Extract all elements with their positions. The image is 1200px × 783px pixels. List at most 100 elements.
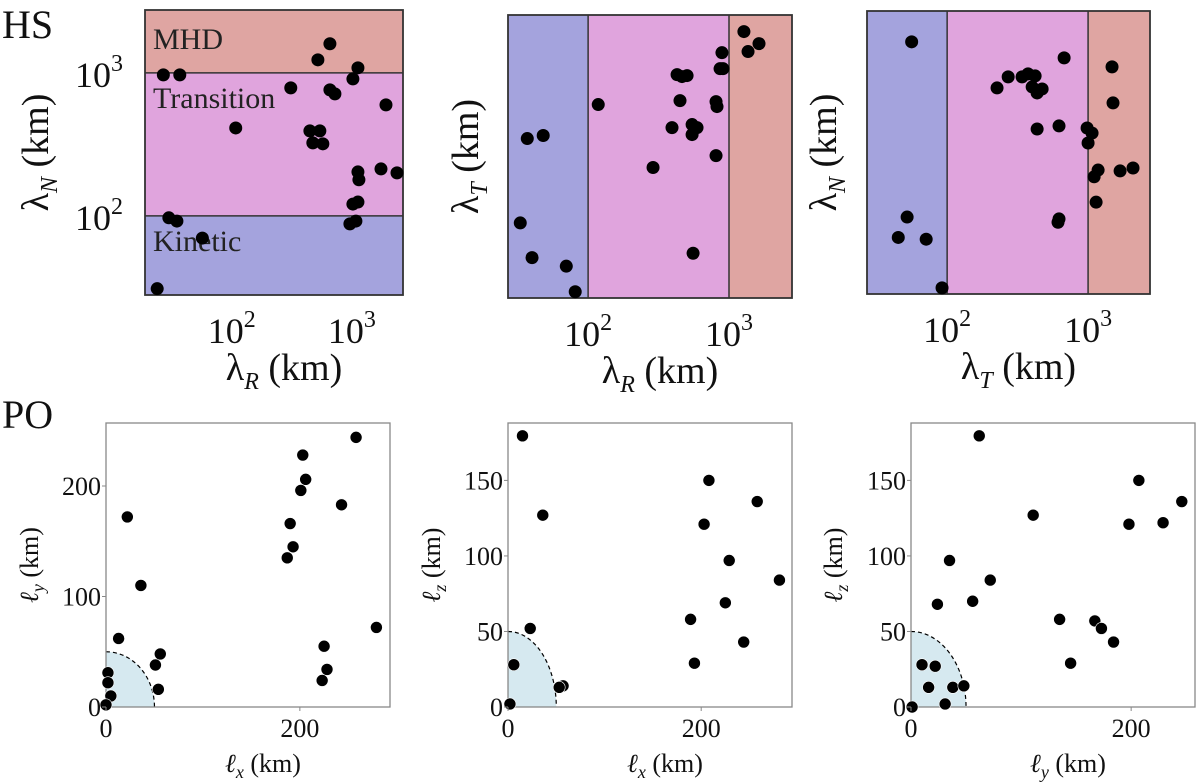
data-point xyxy=(990,81,1004,95)
axis-symbol: ℓ xyxy=(417,591,446,602)
data-point xyxy=(101,676,115,689)
x-tick-label: 102 xyxy=(208,307,256,351)
data-point xyxy=(552,681,566,694)
data-point xyxy=(1132,474,1146,487)
data-point xyxy=(352,173,366,187)
tick-exponent: 2 xyxy=(959,306,971,332)
data-point xyxy=(513,216,527,230)
data-point xyxy=(299,473,312,486)
x-tick-label: 200 xyxy=(280,714,319,743)
data-point xyxy=(946,681,960,694)
axis-symbol: ℓ xyxy=(15,592,44,603)
data-point xyxy=(351,61,365,75)
data-point xyxy=(294,484,308,497)
data-point xyxy=(1057,51,1071,65)
x-tick-label: 103 xyxy=(328,307,376,351)
data-point xyxy=(1001,70,1015,84)
y-tick-label: 103 xyxy=(75,51,123,95)
data-point xyxy=(741,45,755,59)
x-tick-label: 103 xyxy=(1064,306,1112,350)
y-axis-label: λT (km) xyxy=(445,99,493,214)
axis-subscript: y xyxy=(1039,762,1049,782)
data-point xyxy=(710,100,724,114)
tick-base: 10 xyxy=(923,310,959,350)
data-point xyxy=(935,281,949,295)
data-point xyxy=(1113,164,1127,178)
data-point xyxy=(1051,215,1065,229)
x-tick-label: 103 xyxy=(705,310,753,354)
x-axis-label: ℓy (km) xyxy=(1030,749,1106,782)
data-point xyxy=(1085,126,1099,140)
threshold-region xyxy=(106,651,155,707)
data-point xyxy=(349,214,363,228)
axis-subscript: R xyxy=(619,372,635,398)
tick-exponent: 3 xyxy=(1100,306,1112,332)
region-label-transition: Transition xyxy=(153,82,275,115)
data-point xyxy=(374,162,388,176)
data-point xyxy=(536,129,550,143)
data-point xyxy=(507,658,521,672)
axis-symbol: ℓ xyxy=(225,749,236,778)
axis-unit: (km) xyxy=(417,528,446,585)
data-point xyxy=(957,679,971,693)
plot-frame xyxy=(507,14,793,299)
data-point xyxy=(1095,622,1108,635)
axis-unit: (km) xyxy=(803,94,845,177)
data-point xyxy=(112,632,125,645)
tick-exponent: 3 xyxy=(741,310,753,336)
x-tick-label: 0 xyxy=(100,714,113,743)
data-point xyxy=(1175,495,1189,508)
data-point xyxy=(303,124,317,138)
y-tick-label: 150 xyxy=(867,466,906,495)
axis-unit: (km) xyxy=(1049,749,1106,778)
axis-unit: (km) xyxy=(259,347,342,389)
region-mhd xyxy=(1088,11,1150,294)
data-point xyxy=(346,72,360,86)
axis-symbol: ℓ xyxy=(819,591,848,602)
data-point xyxy=(750,495,764,508)
data-point xyxy=(737,635,751,649)
data-point xyxy=(525,251,539,265)
axis-subscript: T xyxy=(467,181,493,196)
data-point xyxy=(905,700,919,714)
data-point xyxy=(390,166,404,180)
plot-frame xyxy=(105,422,391,708)
y-axis-label: ℓz (km) xyxy=(417,528,450,603)
data-point xyxy=(284,81,298,95)
data-point xyxy=(346,197,360,211)
x-axis-label: λR (km) xyxy=(602,350,718,398)
axis-subscript: N xyxy=(37,175,63,194)
data-point xyxy=(680,69,694,83)
axis-subscript: z xyxy=(832,585,852,593)
y-tick-label: 102 xyxy=(75,194,123,238)
axis-subscript: N xyxy=(825,175,851,194)
y-axis-label: λN (km) xyxy=(803,94,851,212)
y-tick-label: 50 xyxy=(477,617,503,646)
data-point xyxy=(972,429,986,443)
x-axis-label: λT (km) xyxy=(961,346,1076,394)
tick-exponent: 3 xyxy=(364,307,376,333)
data-point xyxy=(737,25,751,39)
data-point xyxy=(922,681,935,694)
y-tick-label: 50 xyxy=(880,617,906,646)
data-point xyxy=(1105,60,1119,74)
data-point xyxy=(1053,613,1066,626)
y-tick-label: 150 xyxy=(464,466,503,495)
axis-unit: (km) xyxy=(635,350,718,392)
data-point xyxy=(943,554,956,567)
row-title-po: PO xyxy=(2,392,53,437)
data-point xyxy=(1030,86,1044,100)
axis-symbol: ℓ xyxy=(627,749,638,778)
data-point xyxy=(685,128,699,142)
panel-1: KineticTransitionMHD102103102103λR (km)λ… xyxy=(15,9,404,395)
axis-subscript: y xyxy=(28,584,48,594)
axis-symbol: λ xyxy=(445,195,487,214)
data-point xyxy=(316,137,330,151)
tick-base: 10 xyxy=(75,198,111,238)
tick-exponent: 2 xyxy=(111,194,123,220)
data-point xyxy=(1106,96,1120,110)
y-tick-label: 100 xyxy=(464,542,503,571)
data-point xyxy=(134,579,148,592)
